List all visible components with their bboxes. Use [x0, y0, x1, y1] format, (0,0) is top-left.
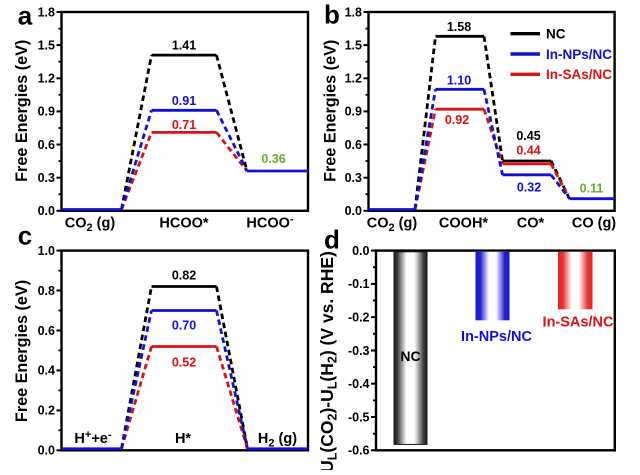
svg-text:1.41: 1.41 — [172, 39, 196, 53]
svg-text:0.0: 0.0 — [38, 204, 55, 218]
svg-text:b: b — [324, 0, 340, 30]
svg-text:0.9: 0.9 — [345, 105, 362, 119]
svg-text:0.6: 0.6 — [38, 138, 55, 152]
svg-text:0.70: 0.70 — [172, 319, 196, 333]
svg-text:0.3: 0.3 — [38, 171, 55, 185]
svg-text:0.0: 0.0 — [345, 204, 362, 218]
svg-text:COOH*: COOH* — [439, 216, 489, 232]
svg-text:0.92: 0.92 — [445, 113, 469, 127]
svg-text:CO2 (g): CO2 (g) — [367, 216, 418, 235]
svg-text:0.8: 0.8 — [38, 284, 55, 298]
svg-text:0.45: 0.45 — [516, 129, 540, 143]
svg-text:0.44: 0.44 — [516, 144, 540, 158]
svg-text:1.5: 1.5 — [345, 38, 362, 52]
svg-text:0.71: 0.71 — [172, 118, 196, 132]
svg-text:1.5: 1.5 — [38, 38, 55, 52]
svg-text:Free Energies (eV): Free Energies (eV) — [13, 40, 31, 182]
svg-text:In-NPs/NC: In-NPs/NC — [546, 47, 612, 62]
svg-text:In-SAs/NC: In-SAs/NC — [543, 315, 614, 331]
svg-text:1.8: 1.8 — [345, 5, 362, 19]
svg-text:CO (g): CO (g) — [572, 216, 616, 232]
svg-text:H2 (g): H2 (g) — [258, 431, 297, 450]
svg-text:c: c — [18, 221, 32, 251]
svg-text:a: a — [18, 1, 33, 31]
svg-text:CO*: CO* — [517, 216, 545, 232]
svg-text:In-SAs/NC: In-SAs/NC — [546, 67, 612, 82]
svg-text:d: d — [324, 225, 340, 255]
svg-text:0.36: 0.36 — [261, 152, 285, 166]
svg-text:UL(CO2)-UL(H2) (V vs. RHE): UL(CO2)-UL(H2) (V vs. RHE) — [317, 251, 340, 470]
svg-text:0.0: 0.0 — [38, 444, 55, 458]
svg-text:Free Energies (eV): Free Energies (eV) — [322, 40, 340, 182]
svg-text:0.11: 0.11 — [580, 182, 604, 196]
svg-text:0.91: 0.91 — [172, 94, 196, 108]
svg-text:Free Energies (eV): Free Energies (eV) — [13, 280, 31, 422]
svg-text:0.32: 0.32 — [517, 181, 541, 195]
svg-text:-0.5: -0.5 — [348, 410, 370, 424]
svg-text:In-NPs/NC: In-NPs/NC — [461, 329, 532, 345]
svg-text:-0.2: -0.2 — [348, 311, 370, 325]
svg-text:NC: NC — [546, 27, 566, 42]
svg-text:-0.4: -0.4 — [348, 377, 370, 391]
svg-text:1.10: 1.10 — [447, 74, 471, 88]
svg-text:0.0: 0.0 — [352, 244, 369, 258]
svg-text:-0.6: -0.6 — [348, 444, 370, 458]
svg-text:1.0: 1.0 — [38, 244, 55, 258]
svg-text:HCOO-: HCOO- — [246, 214, 294, 232]
svg-text:1.2: 1.2 — [38, 72, 55, 86]
svg-text:-0.3: -0.3 — [348, 344, 370, 358]
svg-text:0.6: 0.6 — [38, 324, 55, 338]
svg-text:1.58: 1.58 — [447, 20, 471, 34]
svg-text:0.9: 0.9 — [38, 105, 55, 119]
svg-text:0.4: 0.4 — [38, 364, 55, 378]
svg-text:-0.1: -0.1 — [348, 277, 370, 291]
svg-text:CO2 (g): CO2 (g) — [65, 216, 116, 235]
svg-text:H*: H* — [175, 431, 191, 447]
svg-text:0.3: 0.3 — [345, 171, 362, 185]
svg-text:1.2: 1.2 — [345, 72, 362, 86]
svg-text:0.6: 0.6 — [345, 138, 362, 152]
svg-text:H++e-: H++e- — [74, 429, 111, 447]
svg-text:NC: NC — [400, 348, 420, 364]
svg-text:1.8: 1.8 — [38, 5, 55, 19]
svg-text:0.2: 0.2 — [38, 404, 55, 418]
svg-text:0.82: 0.82 — [172, 269, 196, 283]
svg-text:0.52: 0.52 — [172, 356, 196, 370]
svg-text:HCOO*: HCOO* — [159, 216, 209, 232]
